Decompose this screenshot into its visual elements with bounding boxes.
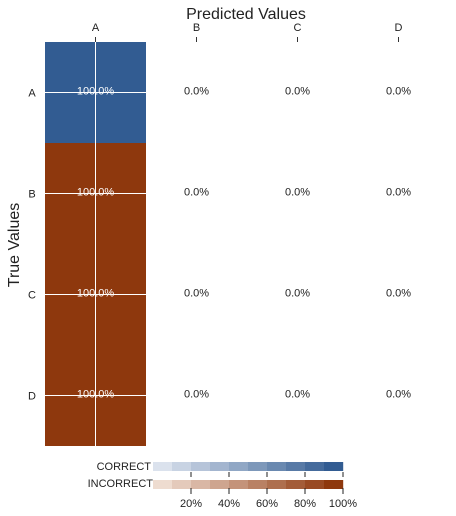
cell-label-b-d: 0.0% [386, 186, 411, 198]
cell-label-c-d: 0.0% [386, 287, 411, 299]
x-tick-label-c: C [294, 22, 302, 34]
heatmap-grid [45, 42, 399, 446]
legend-correct-swatch-7 [267, 462, 287, 471]
legend-correct-swatch-8 [286, 462, 306, 471]
x-axis-ticks: A B C D [92, 22, 403, 42]
cell-label-a-a: 100.0% [77, 85, 115, 97]
y-tick-label-d: D [28, 391, 36, 403]
legend-incorrect-swatch-5 [229, 480, 249, 489]
legend-correct-swatch-6 [248, 462, 268, 471]
x-tick-label-a: A [92, 22, 100, 34]
x-tick-label-b: B [193, 22, 200, 34]
cell-label-b-c: 0.0% [285, 186, 310, 198]
legend-tick-label-60: 60% [256, 498, 278, 510]
cell-label-b-a: 100.0% [77, 186, 115, 198]
legend-colorbars: 20% 40% 60% 80% 100% [153, 462, 357, 510]
legend-correct-swatch-9 [305, 462, 325, 471]
cell-label-a-b: 0.0% [184, 85, 209, 97]
legend-tick-label-80: 80% [294, 498, 316, 510]
legend-correct-swatch-5 [229, 462, 249, 471]
heatmap-cells [45, 42, 449, 446]
y-tick-label-c: C [28, 290, 36, 302]
chart-title: Predicted Values [186, 6, 306, 23]
cell-labels: 100.0% 0.0% 0.0% 0.0% 100.0% 0.0% 0.0% 0.0% 100.… [77, 85, 411, 400]
legend-incorrect-swatch-3 [191, 480, 211, 489]
legend-incorrect-swatch-8 [286, 480, 306, 489]
legend-incorrect-swatch-7 [267, 480, 287, 489]
cell-label-c-b: 0.0% [184, 287, 209, 299]
cell-label-a-c: 0.0% [285, 85, 310, 97]
legend-correct-label: CORRECT [97, 461, 152, 473]
legend-incorrect-swatch-6 [248, 480, 268, 489]
legend-incorrect-swatch-4 [210, 480, 230, 489]
cell-label-d-a: 100.0% [77, 388, 115, 400]
legend-incorrect-swatch-2 [172, 480, 192, 489]
cell-label-c-c: 0.0% [285, 287, 310, 299]
legend-incorrect-swatch-1 [153, 480, 173, 489]
x-tick-label-d: D [395, 22, 403, 34]
legend-incorrect-swatch-9 [305, 480, 325, 489]
legend-tick-label-100: 100% [329, 498, 357, 510]
y-axis-ticks: A B C D [28, 88, 36, 403]
legend-correct-swatch-4 [210, 462, 230, 471]
y-axis-title: True Values [6, 203, 23, 287]
legend-tick-label-20: 20% [180, 498, 202, 510]
legend-incorrect-swatch-10 [324, 480, 344, 489]
legend-correct-swatch-10 [324, 462, 344, 471]
cell-label-a-d: 0.0% [386, 85, 411, 97]
cell-label-d-c: 0.0% [285, 388, 310, 400]
cell-label-d-b: 0.0% [184, 388, 209, 400]
y-tick-label-a: A [28, 88, 36, 100]
legend-incorrect-label: INCORRECT [88, 478, 154, 490]
legend-correct-swatch-3 [191, 462, 211, 471]
cell-label-c-a: 100.0% [77, 287, 115, 299]
legend-correct-swatch-1 [153, 462, 173, 471]
cell-label-b-b: 0.0% [184, 186, 209, 198]
y-tick-label-b: B [28, 189, 35, 201]
legend-tick-label-40: 40% [218, 498, 240, 510]
cell-label-d-d: 0.0% [386, 388, 411, 400]
legend-correct-swatch-2 [172, 462, 192, 471]
